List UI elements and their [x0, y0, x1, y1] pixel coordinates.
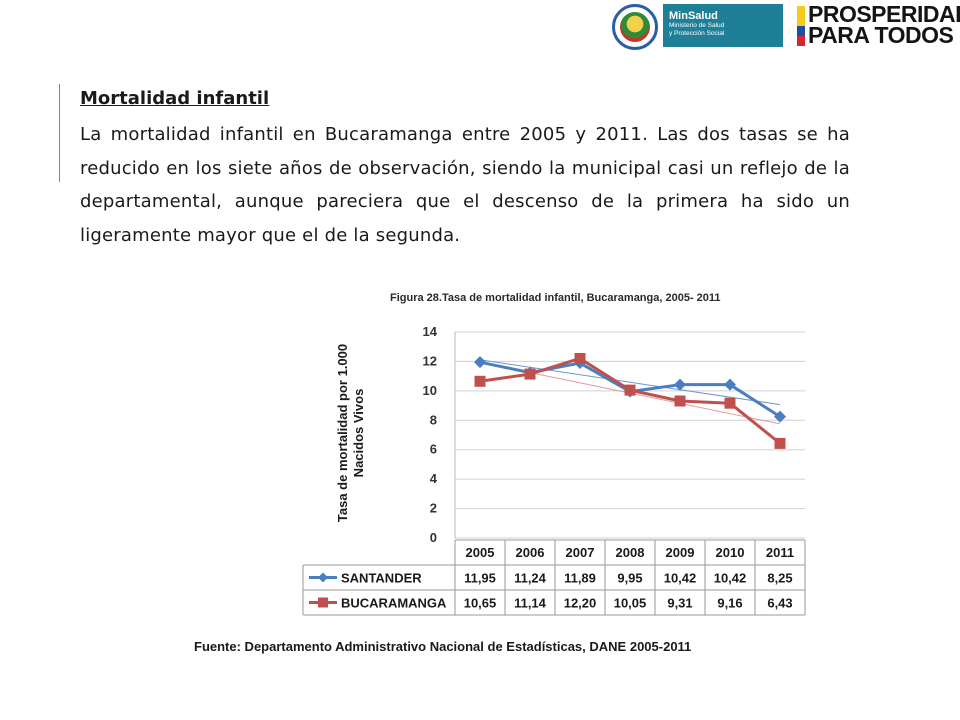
legend-marker-santander [318, 572, 328, 583]
category-label: 2009 [666, 545, 695, 560]
data-point-santander [724, 378, 736, 391]
flag-bar [797, 6, 805, 46]
category-label: 2007 [566, 545, 595, 560]
category-label: 2008 [616, 545, 645, 560]
data-label: 8,25 [767, 571, 792, 586]
y-tick-label: 12 [423, 353, 437, 368]
data-point-bucaramanga [674, 395, 686, 407]
data-label: 10,42 [664, 571, 697, 586]
data-point-santander [674, 378, 686, 391]
data-point-bucaramanga [624, 384, 636, 396]
data-point-bucaramanga [724, 397, 736, 409]
data-point-santander [774, 410, 786, 423]
y-tick-label: 10 [423, 383, 437, 398]
colombia-seal-logo [612, 4, 658, 50]
data-point-bucaramanga [574, 352, 586, 364]
y-tick-label: 14 [423, 324, 438, 339]
data-label: 11,14 [514, 596, 547, 611]
data-point-santander [474, 356, 486, 369]
data-point-bucaramanga [774, 437, 786, 449]
y-tick-label: 6 [430, 442, 437, 457]
slide-body: La mortalidad infantil en Bucaramanga en… [80, 124, 850, 246]
y-tick-label: 0 [430, 530, 437, 545]
category-label: 2005 [466, 545, 495, 560]
y-tick-label: 2 [430, 501, 437, 516]
y-axis-title-line2: Nacidos Vivos [351, 389, 366, 478]
data-point-bucaramanga [524, 368, 536, 380]
data-label: 11,89 [564, 571, 596, 586]
y-tick-label: 8 [430, 412, 437, 427]
minsalud-sub1: Ministerio de Salud [669, 22, 725, 29]
prosperidad-line2: PARA TODOS [808, 22, 954, 48]
slide-title: Mortalidad infantil [80, 88, 270, 109]
legend-label-bucaramanga: BUCARAMANGA [341, 596, 447, 611]
data-label: 9,31 [667, 596, 692, 611]
data-label: 9,95 [617, 571, 642, 586]
minsalud-sub2: y Protección Social [669, 30, 725, 37]
category-label: 2006 [516, 545, 545, 560]
chart-source: Fuente: Departamento Administrativo Naci… [194, 639, 692, 654]
data-label: 9,16 [717, 596, 742, 611]
data-label: 6,43 [767, 596, 792, 611]
legend-label-santander: SANTANDER [341, 571, 422, 586]
data-label: 11,24 [514, 571, 547, 586]
prosperidad-logo: PROSPERIDAD PARA TODOS [808, 1, 960, 48]
data-label: 10,65 [464, 596, 497, 611]
category-label: 2010 [716, 545, 745, 560]
data-label: 11,95 [464, 571, 496, 586]
line-chart: 0 2 4 6 8 10 12 14 Tasa de mortalidad por 1.000 N… [302, 324, 806, 616]
y-tick-label: 4 [430, 471, 438, 486]
category-label: 2011 [766, 545, 794, 560]
minsalud-name: MinSalud [669, 10, 718, 22]
data-point-bucaramanga [474, 375, 486, 387]
minsalud-logo: MinSalud Ministerio de Salud y Protecció… [663, 4, 783, 47]
data-label: 10,42 [714, 571, 747, 586]
prosperidad-line1: PROSPERIDAD [808, 1, 960, 27]
y-axis-title-line1: Tasa de mortalidad por 1.000 [335, 344, 350, 522]
legend-marker-bucaramanga [318, 597, 328, 608]
accent-line [59, 84, 60, 182]
chart-title: Figura 28.Tasa de mortalidad infantil, B… [390, 292, 721, 304]
data-label: 10,05 [614, 596, 647, 611]
data-label: 12,20 [564, 596, 597, 611]
